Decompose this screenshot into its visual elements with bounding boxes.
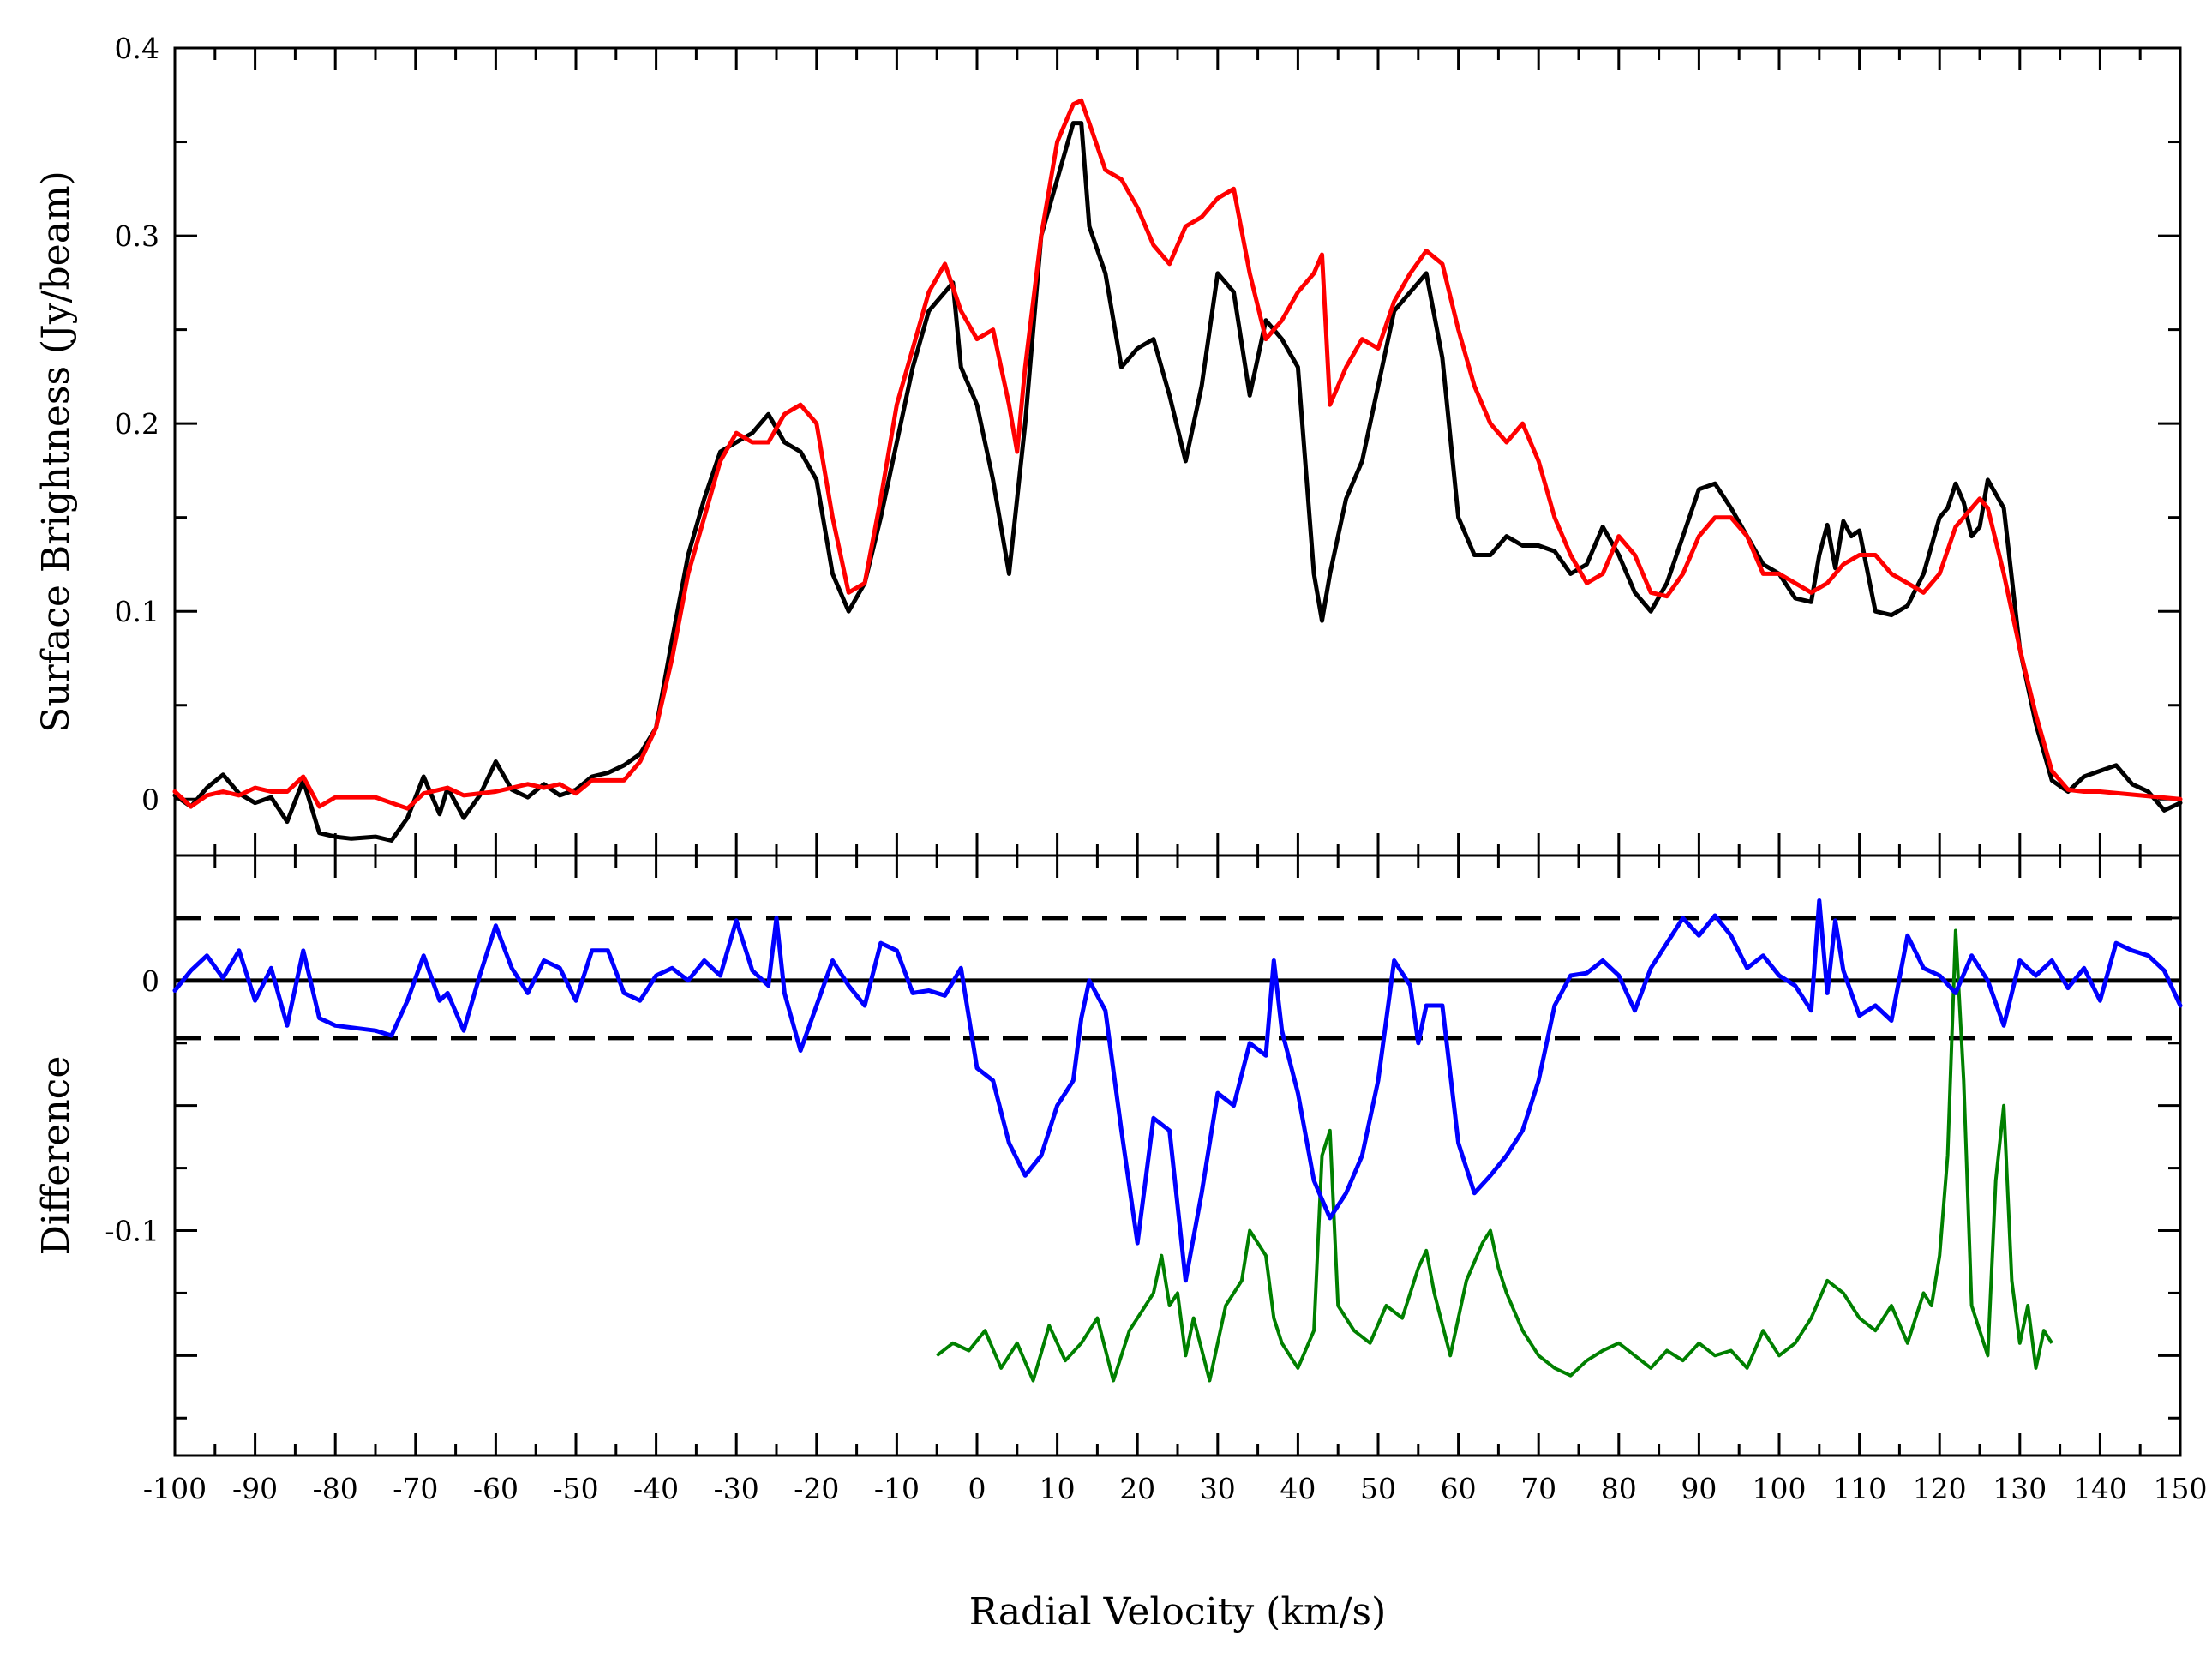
x-tick-label: 110 [1832, 1472, 1886, 1505]
top-y-axis-title: Surface Brightness (Jy/beam) [34, 171, 78, 733]
x-tick-label: 20 [1119, 1472, 1155, 1505]
x-tick-label: 70 [1520, 1472, 1556, 1505]
tick-labels: -100 -90 -80 -70 -60 -50 -40 -30 -20 -10 0 10 20 30 40… [105, 32, 2207, 1505]
top-y-tick-label: 0.2 [115, 407, 159, 441]
series-line-observed [172, 121, 2183, 843]
x-tick-label: -20 [794, 1472, 839, 1505]
top-y-tick-label: 0.3 [115, 219, 159, 253]
x-tick-label: 30 [1200, 1472, 1236, 1505]
x-tick-label: -80 [313, 1472, 358, 1505]
series-line-difference [172, 898, 2183, 1283]
x-tick-label: 120 [1913, 1472, 1967, 1505]
x-tick-label: -90 [232, 1472, 278, 1505]
series-line-model [172, 98, 2183, 811]
top-y-tick-label: 0.4 [115, 32, 159, 65]
x-tick-label: 150 [2154, 1472, 2208, 1505]
x-tick-label: -60 [473, 1472, 519, 1505]
x-tick-label: -30 [714, 1472, 759, 1505]
x-tick-label: 10 [1040, 1472, 1076, 1505]
series-line-comparison-spectrum [935, 928, 2053, 1383]
x-tick-label: 140 [2073, 1472, 2127, 1505]
top-y-tick-label: 0.1 [115, 595, 159, 628]
bottom-y-axis-title: Difference [34, 1056, 78, 1256]
tick-marks [173, 46, 2182, 1456]
x-tick-label: 130 [1993, 1472, 2047, 1505]
top-y-tick-label: 0 [141, 783, 159, 816]
x-tick-label: 0 [968, 1472, 986, 1505]
x-tick-label: -70 [393, 1472, 438, 1505]
x-tick-label: -10 [874, 1472, 920, 1505]
x-tick-label: 90 [1681, 1472, 1717, 1505]
x-tick-label: 60 [1441, 1472, 1477, 1505]
x-tick-label: 80 [1601, 1472, 1637, 1505]
x-tick-label: -50 [553, 1472, 598, 1505]
x-tick-label: 100 [1753, 1472, 1807, 1505]
bottom-y-tick-label: -0.1 [105, 1215, 159, 1248]
x-tick-label: -100 [143, 1472, 207, 1505]
x-tick-label: -40 [633, 1472, 679, 1505]
x-tick-label: 40 [1280, 1472, 1316, 1505]
series-lines [172, 98, 2183, 1383]
bottom-y-tick-label: 0 [141, 964, 159, 998]
x-tick-label: 50 [1360, 1472, 1396, 1505]
x-axis-title: Radial Velocity (km/s) [969, 1590, 1387, 1634]
